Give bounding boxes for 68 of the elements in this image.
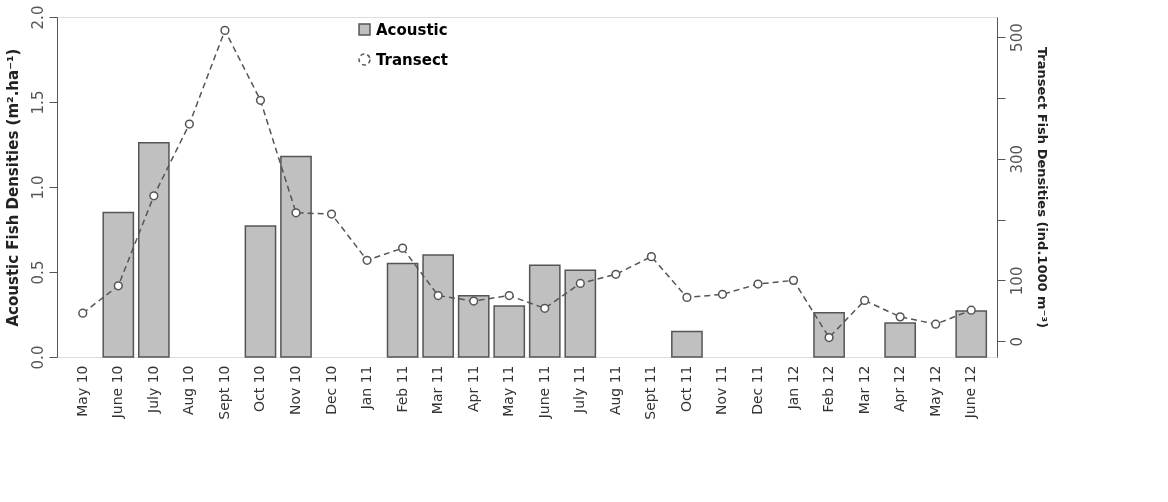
y-tick-label: 1.0 bbox=[28, 175, 47, 200]
point bbox=[113, 281, 123, 291]
bar bbox=[244, 225, 277, 358]
bar bbox=[671, 330, 703, 358]
point bbox=[291, 208, 301, 218]
x-tick-label: Oct 11 bbox=[677, 365, 694, 412]
x-tick-label: June 12 bbox=[962, 365, 979, 420]
point bbox=[184, 119, 194, 129]
point bbox=[788, 275, 799, 285]
x-tick-label: May 11 bbox=[500, 365, 517, 417]
y2-axis-title: Transect Fish Densities (ind.1000 m⁻³) bbox=[1034, 46, 1050, 329]
x-tick-label: Aug 10 bbox=[180, 365, 197, 416]
point bbox=[78, 308, 88, 318]
x-tick-label: May 12 bbox=[926, 365, 943, 417]
point bbox=[753, 279, 763, 289]
x-tick-label: Aug 11 bbox=[606, 365, 623, 416]
legend-label: Transect bbox=[376, 50, 448, 69]
point bbox=[895, 312, 905, 322]
x-tick-label: Nov 11 bbox=[713, 365, 730, 416]
x-tick-label: Mar 11 bbox=[429, 365, 446, 415]
y-axis-title: Acoustic Fish Densities (m².ha⁻¹) bbox=[3, 48, 22, 327]
y2-tick-label: 100 bbox=[1007, 266, 1026, 296]
x-tick-label: Apr 11 bbox=[464, 365, 481, 412]
point bbox=[717, 289, 728, 299]
point bbox=[469, 296, 479, 306]
x-tick-label: June 11 bbox=[535, 365, 552, 420]
y-tick-label: 2.0 bbox=[28, 5, 47, 30]
x-tick-label: Oct 10 bbox=[251, 365, 268, 412]
point bbox=[824, 332, 834, 343]
x-tick-label: Jan 12 bbox=[784, 365, 801, 411]
legend-label: Acoustic bbox=[376, 20, 448, 39]
point bbox=[575, 278, 585, 289]
point bbox=[255, 95, 266, 105]
point bbox=[326, 209, 337, 219]
x-tick-label: Jan 11 bbox=[358, 365, 375, 411]
y2-tick-label: 300 bbox=[1007, 144, 1026, 174]
x-tick-label: Nov 10 bbox=[287, 365, 303, 416]
point bbox=[504, 290, 514, 301]
x-tick-label: Apr 12 bbox=[891, 365, 908, 412]
point bbox=[931, 319, 941, 329]
x-tick-label: Feb 11 bbox=[393, 365, 410, 413]
x-tick-label: July 11 bbox=[571, 365, 588, 414]
y-tick-label: 0.0 bbox=[28, 345, 47, 370]
x-tick-label: Dec 10 bbox=[322, 365, 339, 415]
x-tick-label: Mar 12 bbox=[855, 365, 872, 415]
y-tick-label: 0.5 bbox=[28, 260, 47, 285]
point bbox=[149, 191, 159, 201]
y-tick-label: 1.5 bbox=[28, 90, 47, 115]
x-tick-label: Sept 10 bbox=[215, 365, 232, 420]
x-tick-label: Dec 11 bbox=[749, 365, 765, 415]
x-tick-label: June 10 bbox=[109, 365, 126, 420]
point bbox=[362, 255, 372, 265]
x-tick-label: Feb 12 bbox=[820, 365, 837, 413]
point bbox=[646, 252, 657, 262]
point bbox=[433, 290, 443, 301]
point bbox=[540, 303, 550, 313]
point bbox=[397, 243, 408, 253]
point bbox=[682, 292, 692, 303]
x-tick-label: May 10 bbox=[73, 365, 90, 417]
point bbox=[220, 25, 230, 35]
point bbox=[611, 269, 621, 279]
point bbox=[966, 305, 976, 315]
y2-tick-label: 500 bbox=[1007, 23, 1026, 52]
x-tick-label: July 10 bbox=[144, 365, 161, 414]
point bbox=[860, 295, 870, 306]
y2-tick-label: 0 bbox=[1007, 336, 1026, 347]
bar bbox=[493, 305, 526, 358]
x-tick-label: Sept 11 bbox=[642, 365, 659, 420]
